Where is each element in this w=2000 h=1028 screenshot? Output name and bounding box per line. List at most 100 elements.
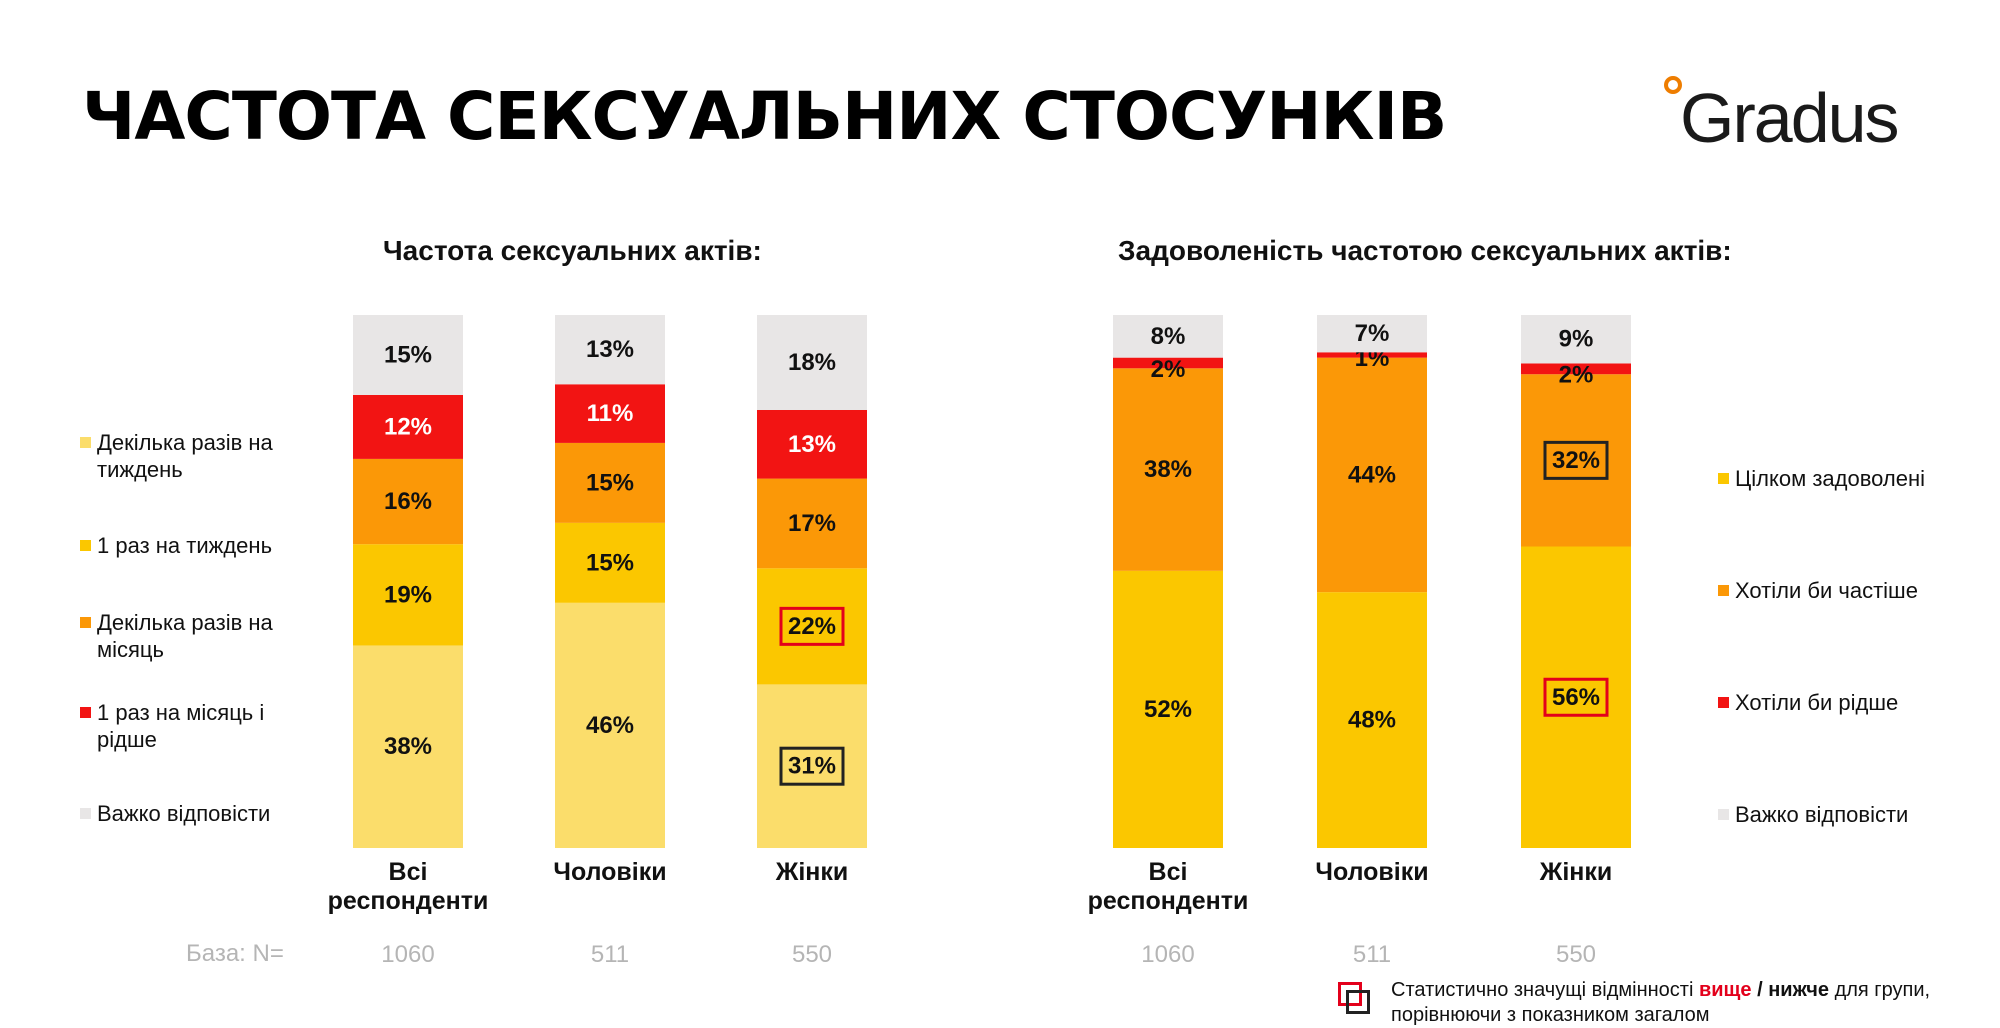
data-label-c1-1-2: 19% (384, 581, 432, 608)
base-n-c2-1: 1060 (1141, 941, 1194, 968)
bar-segment-c1-3-1 (757, 684, 867, 848)
bar-segment-c2-3-1 (1521, 546, 1631, 848)
category-label-c1-1-line1: Всі (389, 858, 428, 886)
bar-segment-c1-2-3 (555, 442, 665, 523)
legend-label-line: 1 раз на тиждень (97, 533, 273, 558)
note-sep: / (1751, 979, 1769, 1001)
logo-dot-icon (1664, 76, 1682, 94)
legend-label: Важко відповісти (1735, 801, 1908, 828)
legend-label-line: Важко відповісти (1735, 802, 1909, 827)
legend-label-line: Декілька разів на (97, 430, 273, 455)
legend-label-line: Хотіли би частіше (1735, 578, 1918, 603)
data-label-c1-2-5: 13% (586, 336, 634, 363)
legend-item: Декілька разів на місяць (80, 609, 273, 663)
legend-swatch (80, 540, 91, 551)
significance-box-lower-c2-3-2 (1543, 440, 1609, 480)
bar-segment-c2-2-2 (1317, 357, 1427, 593)
bar-segment-c1-1-5 (353, 315, 463, 395)
significance-box-higher-c1-3-2 (779, 606, 845, 646)
page-title: ЧАСТОТА СЕКСУАЛЬНИХ СТОСУНКІВ (82, 78, 1447, 155)
legend-label: Важко відповісти (97, 800, 270, 827)
data-label-c2-2-4: 7% (1355, 320, 1390, 347)
bar-segment-c2-3-4 (1521, 315, 1631, 364)
legend-item: Важко відповісти (1718, 801, 1908, 828)
legend-label: 1 раз на тиждень (97, 532, 272, 559)
category-label-c2-1-line1: Всі (1149, 858, 1188, 886)
note-higher: вище (1698, 979, 1752, 1001)
category-label-c1-3: Жінки (775, 858, 849, 886)
base-n-c1-1: 1060 (381, 941, 434, 968)
bar-segment-c2-3-2 (1521, 374, 1631, 547)
data-label-c1-1-5: 15% (384, 341, 432, 368)
bar-segment-c2-2-4 (1317, 315, 1427, 353)
bar-segment-c1-2-5 (555, 315, 665, 385)
legend-swatch (80, 437, 91, 448)
category-label-c2-1-line2: респонденти (1088, 887, 1249, 915)
legend-label: 1 раз на місяць і рідше (97, 699, 264, 753)
data-label-c2-3-2: 32% (1552, 447, 1600, 474)
base-n-c2-2: 511 (1353, 941, 1391, 968)
data-label-c2-1-2: 38% (1144, 456, 1192, 483)
data-label-c2-2-2: 44% (1348, 461, 1396, 488)
gradus-logo: Gradus (1664, 70, 1944, 170)
bar-segment-c1-2-1 (555, 602, 665, 848)
data-label-c1-2-2: 15% (586, 549, 634, 576)
data-label-c1-2-1: 46% (586, 712, 634, 739)
higher-box-icon (1338, 982, 1362, 1006)
data-label-c1-3-4: 13% (788, 431, 836, 458)
bar-segment-c2-2-1 (1317, 592, 1427, 848)
data-label-c1-2-3: 15% (586, 469, 634, 496)
lower-box-icon (1346, 990, 1370, 1014)
bar-segment-c2-1-1 (1113, 570, 1223, 848)
legend-label-line: місяць (97, 637, 164, 662)
data-label-c1-3-5: 18% (788, 349, 836, 376)
category-label-c1-2: Чоловіки (553, 858, 666, 886)
legend-label-line: Хотіли би рідше (1735, 690, 1899, 715)
data-label-c2-1-4: 8% (1151, 323, 1186, 350)
legend-item: Важко відповісти (80, 800, 270, 827)
legend-label-line: рідше (97, 727, 157, 752)
legend-swatch (1718, 809, 1729, 820)
bar-segment-c1-2-2 (555, 522, 665, 603)
note-lower: нижче (1768, 979, 1830, 1001)
legend-swatch (80, 808, 91, 819)
bar-segment-c1-3-5 (757, 315, 867, 410)
bar-segment-c1-3-3 (757, 478, 867, 569)
chart-frequency-title: Частота сексуальних актів: (383, 235, 762, 266)
legend-label-line: Декілька разів на (97, 610, 273, 635)
legend-label-line: тиждень (97, 457, 183, 482)
legend-item: Декілька разів на тиждень (80, 429, 273, 483)
bar-segment-c2-1-2 (1113, 368, 1223, 571)
legend-item: Хотіли би рідше (1718, 689, 1898, 716)
note-text-before: Статистично значущі відмінності (1391, 979, 1699, 1001)
legend-label: Декілька разів на місяць (97, 609, 273, 663)
legend-label-line: Важко відповісти (97, 801, 271, 826)
legend-label-line: Цілком задоволені (1735, 466, 1926, 491)
significance-box-higher-c2-3-1 (1543, 677, 1609, 717)
data-label-c1-3-2: 22% (788, 613, 836, 640)
legend-label: Декілька разів на тиждень (97, 429, 273, 483)
legend-label: Цілком задоволені (1735, 465, 1925, 492)
bar-segment-c2-1-4 (1113, 315, 1223, 358)
base-n-c1-3: 550 (792, 941, 832, 968)
bar-segment-c1-2-4 (555, 384, 665, 443)
bar-segment-c1-3-4 (757, 409, 867, 479)
legend-swatch (1718, 585, 1729, 596)
legend-swatch (1718, 473, 1729, 484)
legend-swatch (1718, 697, 1729, 708)
significance-note: Статистично значущі відмінності вище / н… (1391, 978, 1991, 1028)
legend-item: 1 раз на тиждень (80, 532, 272, 559)
data-label-c2-3-4: 9% (1559, 326, 1594, 353)
bar-segment-c1-1-1 (353, 645, 463, 848)
data-label-c1-1-4: 12% (384, 413, 432, 440)
legend-item: Хотіли би частіше (1718, 577, 1918, 604)
data-label-c2-1-3: 2% (1151, 356, 1186, 383)
chart-satisfaction-title: Задоволеність частотою сексуальних актів… (1118, 235, 1732, 266)
data-label-c2-2-1: 48% (1348, 707, 1396, 734)
legend-label: Хотіли би рідше (1735, 689, 1898, 716)
base-label: База: N= (186, 940, 284, 967)
base-n-c2-3: 550 (1556, 941, 1596, 968)
data-label-c1-3-1: 31% (788, 753, 836, 780)
data-label-c1-2-4: 11% (587, 400, 634, 427)
